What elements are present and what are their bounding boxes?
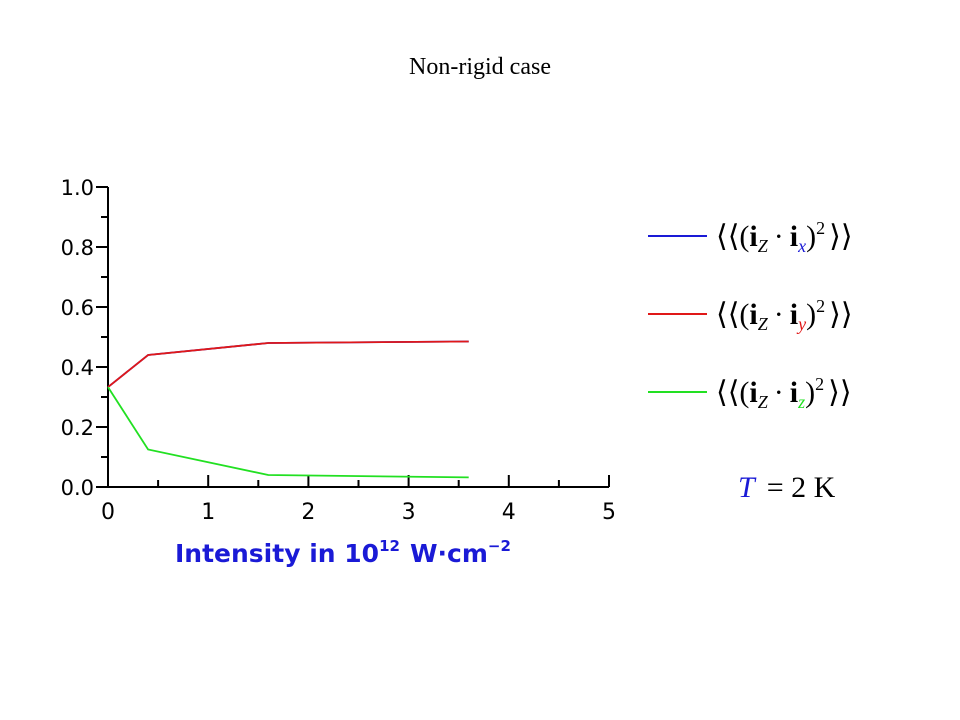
temperature-value: = 2 K [767,471,836,504]
series-lines [107,340,469,479]
x-axis-label-text: Intensity in 10 [175,539,379,568]
legend-entry-x: ⟨⟨(iZ · ix)2 ⟩⟩ [648,218,853,256]
x-tick-label: 0 [101,500,115,525]
x-axis-label: Intensity in 1012 W·cm−2 [175,537,511,568]
x-tick-label: 4 [502,500,516,525]
y-tick-label: 0.0 [61,476,94,500]
legend-label: ⟨⟨(iZ · iy)2 ⟩⟩ [716,296,853,334]
y-tick-label: 0.6 [61,296,94,320]
axes: 0.0 0.2 0.4 0.6 0.8 1.0 0 1 2 3 4 5 [61,176,616,525]
x-axis-label-unit-superscript: −2 [488,537,511,555]
legend-label: ⟨⟨(iZ · ix)2 ⟩⟩ [716,218,853,256]
x-tick-label: 2 [301,500,315,525]
x-tick-label: 5 [602,500,616,525]
legend-entry-y: ⟨⟨(iZ · iy)2 ⟩⟩ [648,296,853,334]
temperature-annotation: T = 2 K [738,471,836,504]
y-tick-label: 0.8 [61,236,94,260]
series-line-x [107,340,469,388]
y-tick-label: 1.0 [61,176,94,200]
series-line-y [107,340,469,388]
series-line-z [107,386,469,479]
x-tick-label: 1 [201,500,215,525]
legend-label: ⟨⟨(iZ · iz)2 ⟩⟩ [716,374,852,412]
y-tick-label: 0.2 [61,416,94,440]
chart-title: Non-rigid case [409,54,551,80]
temperature-symbol: T [738,471,757,504]
x-tick-label: 3 [402,500,416,525]
x-axis-label-unit: W·cm [410,539,488,568]
x-axis-label-superscript: 12 [379,537,400,555]
legend: ⟨⟨(iZ · ix)2 ⟩⟩ ⟨⟨(iZ · iy)2 ⟩⟩ ⟨⟨(iZ · iz)2 ⟩⟩ [648,218,853,412]
y-tick-label: 0.4 [61,356,94,380]
legend-entry-z: ⟨⟨(iZ · iz)2 ⟩⟩ [648,374,852,412]
